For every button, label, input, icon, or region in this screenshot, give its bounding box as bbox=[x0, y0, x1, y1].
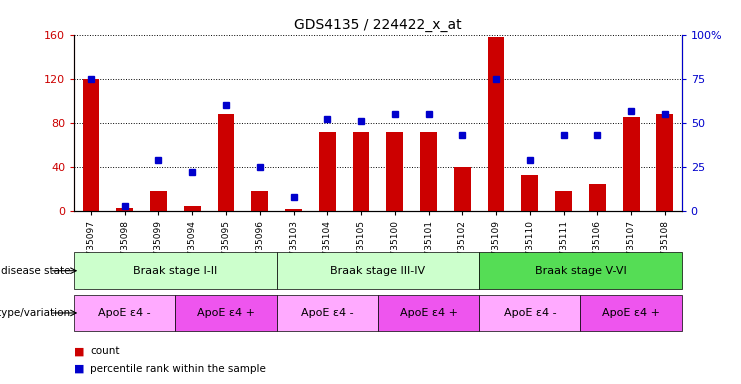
Text: ■: ■ bbox=[74, 364, 84, 374]
Bar bbox=[353, 132, 370, 211]
Text: percentile rank within the sample: percentile rank within the sample bbox=[90, 364, 266, 374]
Bar bbox=[555, 191, 572, 211]
Text: Braak stage I-II: Braak stage I-II bbox=[133, 266, 218, 276]
Bar bbox=[479, 252, 682, 289]
Text: Braak stage V-VI: Braak stage V-VI bbox=[534, 266, 626, 276]
Bar bbox=[378, 295, 479, 331]
Bar bbox=[589, 184, 605, 211]
Bar bbox=[218, 114, 234, 211]
Text: Braak stage III-IV: Braak stage III-IV bbox=[330, 266, 425, 276]
Bar bbox=[74, 295, 176, 331]
Bar bbox=[622, 118, 639, 211]
Bar bbox=[522, 175, 538, 211]
Text: ApoE ε4 -: ApoE ε4 - bbox=[99, 308, 151, 318]
Text: ■: ■ bbox=[74, 346, 84, 356]
Bar bbox=[251, 191, 268, 211]
Bar bbox=[74, 252, 276, 289]
Text: ApoE ε4 +: ApoE ε4 + bbox=[399, 308, 457, 318]
Bar bbox=[420, 132, 437, 211]
Bar bbox=[479, 295, 580, 331]
Bar bbox=[176, 295, 276, 331]
Bar bbox=[285, 209, 302, 211]
Bar bbox=[386, 132, 403, 211]
Text: genotype/variation: genotype/variation bbox=[0, 308, 70, 318]
Bar bbox=[150, 191, 167, 211]
Bar bbox=[116, 208, 133, 211]
Text: ApoE ε4 +: ApoE ε4 + bbox=[602, 308, 660, 318]
Bar bbox=[580, 295, 682, 331]
Bar bbox=[276, 295, 378, 331]
Bar bbox=[657, 114, 674, 211]
Bar bbox=[82, 79, 99, 211]
Bar bbox=[276, 252, 479, 289]
Bar bbox=[319, 132, 336, 211]
Title: GDS4135 / 224422_x_at: GDS4135 / 224422_x_at bbox=[294, 18, 462, 32]
Text: ApoE ε4 -: ApoE ε4 - bbox=[301, 308, 353, 318]
Bar bbox=[184, 206, 201, 211]
Text: ApoE ε4 -: ApoE ε4 - bbox=[503, 308, 556, 318]
Bar bbox=[488, 37, 505, 211]
Text: ApoE ε4 +: ApoE ε4 + bbox=[197, 308, 255, 318]
Text: disease state: disease state bbox=[1, 266, 70, 276]
Bar bbox=[453, 167, 471, 211]
Text: count: count bbox=[90, 346, 120, 356]
